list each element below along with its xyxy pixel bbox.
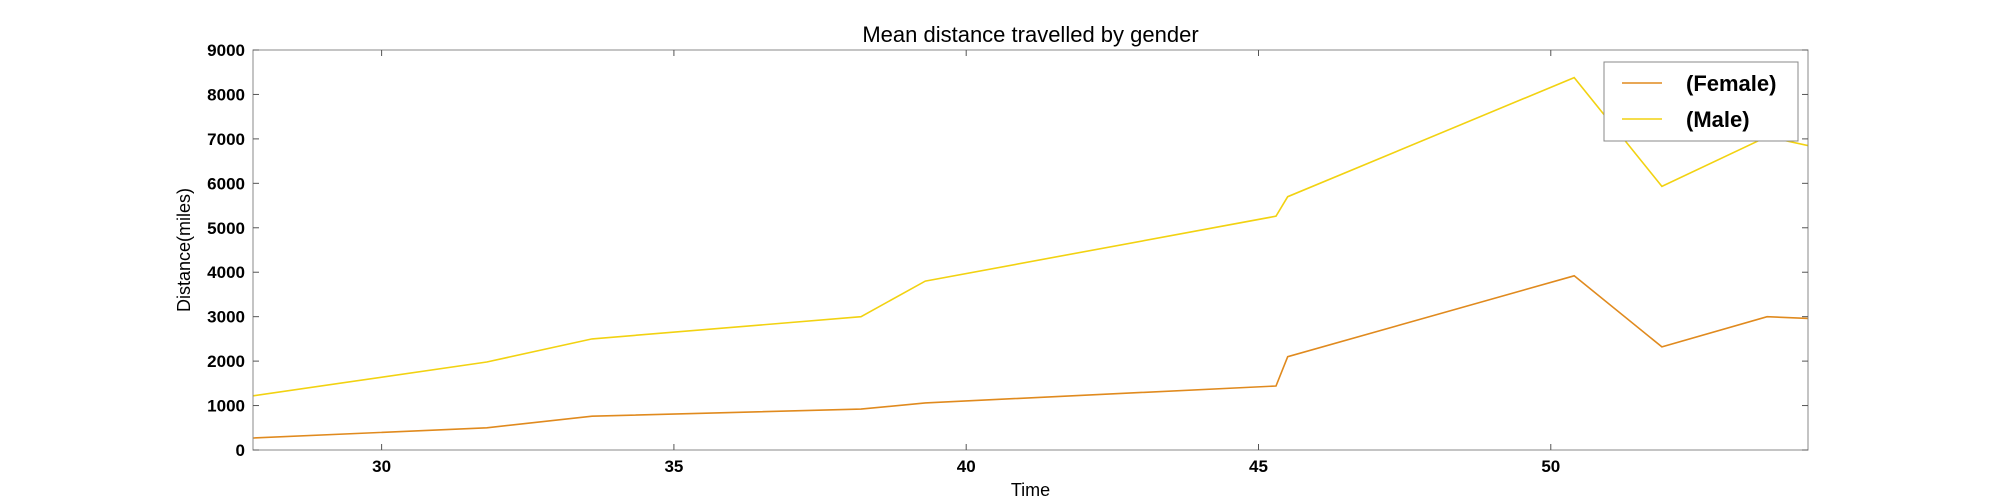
x-axis-title: Time <box>1011 480 1050 500</box>
y-tick-label: 1000 <box>207 397 245 416</box>
axis-ticks: 30 35 40 45 50 0 1000 2000 3000 4000 5000 6000 7000 8… <box>207 41 1808 476</box>
y-tick-label: 6000 <box>207 174 245 193</box>
legend-label-female: (Female) <box>1686 71 1776 96</box>
y-tick-label: 3000 <box>207 308 245 327</box>
y-tick-label: 4000 <box>207 263 245 282</box>
x-tick-label: 50 <box>1541 457 1560 476</box>
x-tick-label: 35 <box>664 457 683 476</box>
series-layer <box>253 76 1808 439</box>
series-line-male <box>253 76 1808 397</box>
y-tick-label: 9000 <box>207 41 245 60</box>
legend: (Female) (Male) <box>1603 61 1799 142</box>
y-tick-label: 5000 <box>207 219 245 238</box>
y-tick-label: 8000 <box>207 85 245 104</box>
x-tick-label: 30 <box>372 457 391 476</box>
x-tick-label: 40 <box>957 457 976 476</box>
x-tick-label: 45 <box>1249 457 1268 476</box>
y-axis-title: Distance(miles) <box>174 188 194 312</box>
chart-title: Mean distance travelled by gender <box>862 22 1198 47</box>
legend-box <box>1603 61 1799 142</box>
legend-label-male: (Male) <box>1686 107 1750 132</box>
plot-frame <box>252 49 1809 451</box>
series-line-female <box>253 274 1808 439</box>
y-tick-label: 7000 <box>207 130 245 149</box>
y-tick-label: 0 <box>236 441 245 460</box>
y-tick-label: 2000 <box>207 352 245 371</box>
